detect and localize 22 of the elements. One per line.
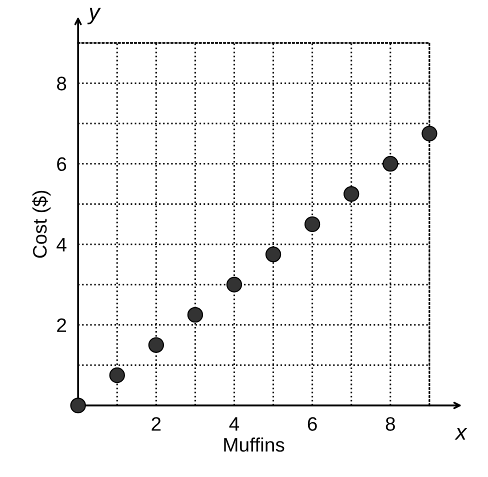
- point: [344, 186, 360, 202]
- point: [148, 337, 164, 353]
- text: y: [87, 8, 101, 24]
- y-tick-label: 6: [57, 157, 66, 172]
- x-tick-label: 8: [386, 417, 395, 431]
- point: [109, 367, 125, 384]
- y-tick-label: 4: [56, 238, 66, 252]
- point: [304, 216, 320, 232]
- y-tick-label: 2: [57, 318, 66, 332]
- point: [422, 126, 438, 142]
- x-tick-label: 2: [152, 417, 161, 431]
- x-tick-label: 4: [229, 417, 240, 431]
- x-tick-label: 6: [308, 417, 317, 431]
- x-axis-title: Muffins: [224, 437, 284, 452]
- text: x: [454, 428, 468, 440]
- point: [70, 398, 86, 414]
- point: [226, 276, 242, 292]
- y-tick-label: 8: [57, 76, 66, 90]
- y-axis-title: Cost ($): [32, 190, 51, 258]
- point: [187, 306, 204, 323]
- point: [382, 156, 398, 172]
- point: [265, 246, 282, 262]
